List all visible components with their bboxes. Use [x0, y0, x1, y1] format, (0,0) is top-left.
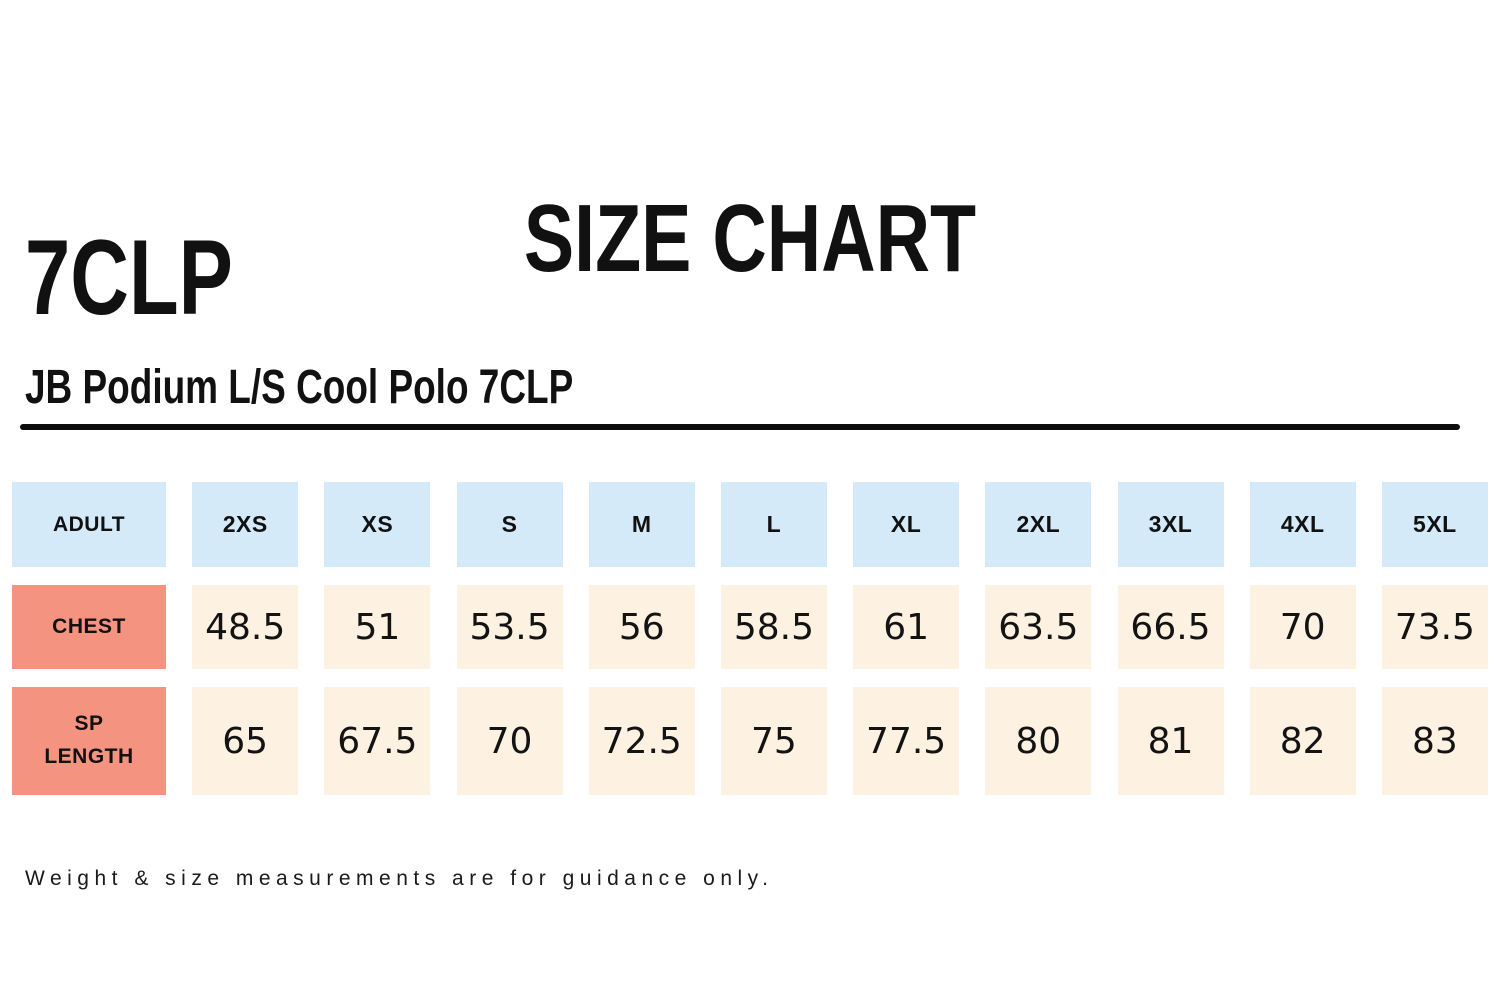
- sp-length-value-cell: 80: [985, 687, 1092, 795]
- row-label-chest-text: CHEST: [52, 614, 126, 638]
- chest-value-cell: 56: [588, 585, 695, 669]
- header-cell-adult: ADULT: [12, 482, 166, 567]
- sp-length-value-cell: 82: [1249, 687, 1356, 795]
- header-cell-s: S: [456, 482, 563, 567]
- header-cell-2xs: 2XS: [192, 482, 299, 567]
- header-cell-xl: XL: [853, 482, 960, 567]
- chest-value-cell: 70: [1249, 585, 1356, 669]
- table-header-row: ADULT 2XS XS S M L XL 2XL 3XL 4XL 5XL: [12, 482, 1488, 567]
- header-cell-xs: XS: [324, 482, 431, 567]
- chest-value-cell: 58.5: [720, 585, 827, 669]
- chest-value-cell: 66.5: [1117, 585, 1224, 669]
- sp-length-value-cell: 81: [1117, 687, 1224, 795]
- sp-length-value-cell: 70: [456, 687, 563, 795]
- sp-length-value-cell: 72.5: [588, 687, 695, 795]
- sp-length-value-cell: 65: [192, 687, 299, 795]
- row-label-sp-length: SP LENGTH: [12, 687, 166, 795]
- product-code: 7CLP: [25, 217, 233, 337]
- product-name: JB Podium L/S Cool Polo 7CLP: [25, 361, 574, 414]
- header-cell-5xl: 5XL: [1381, 482, 1488, 567]
- page-title: SIZE CHART: [523, 185, 977, 293]
- size-table: ADULT 2XS XS S M L XL 2XL 3XL 4XL 5XL CH…: [12, 482, 1488, 795]
- chest-value-cell: 63.5: [985, 585, 1092, 669]
- table-row-sp-length: SP LENGTH 65 67.5 70 72.5 75 77.5 80 81 …: [12, 687, 1488, 795]
- header-cell-l: L: [720, 482, 827, 567]
- footer-note: Weight & size measurements are for guida…: [25, 867, 774, 890]
- sp-length-value-cell: 67.5: [324, 687, 431, 795]
- sp-length-value-cell: 83: [1381, 687, 1488, 795]
- row-label-chest: CHEST: [12, 585, 166, 669]
- chest-value-cell: 48.5: [192, 585, 299, 669]
- header-cell-m: M: [588, 482, 695, 567]
- header-cell-2xl: 2XL: [985, 482, 1092, 567]
- sp-length-value-cell: 77.5: [853, 687, 960, 795]
- chest-value-cell: 51: [324, 585, 431, 669]
- divider-rule: [20, 424, 1460, 430]
- chest-value-cell: 53.5: [456, 585, 563, 669]
- row-label-sp-length-text: SP LENGTH: [44, 712, 134, 768]
- table-row-chest: CHEST 48.5 51 53.5 56 58.5 61 63.5 66.5 …: [12, 585, 1488, 669]
- chest-value-cell: 73.5: [1381, 585, 1488, 669]
- chest-value-cell: 61: [853, 585, 960, 669]
- header-cell-3xl: 3XL: [1117, 482, 1224, 567]
- header-cell-4xl: 4XL: [1249, 482, 1356, 567]
- sp-length-value-cell: 75: [720, 687, 827, 795]
